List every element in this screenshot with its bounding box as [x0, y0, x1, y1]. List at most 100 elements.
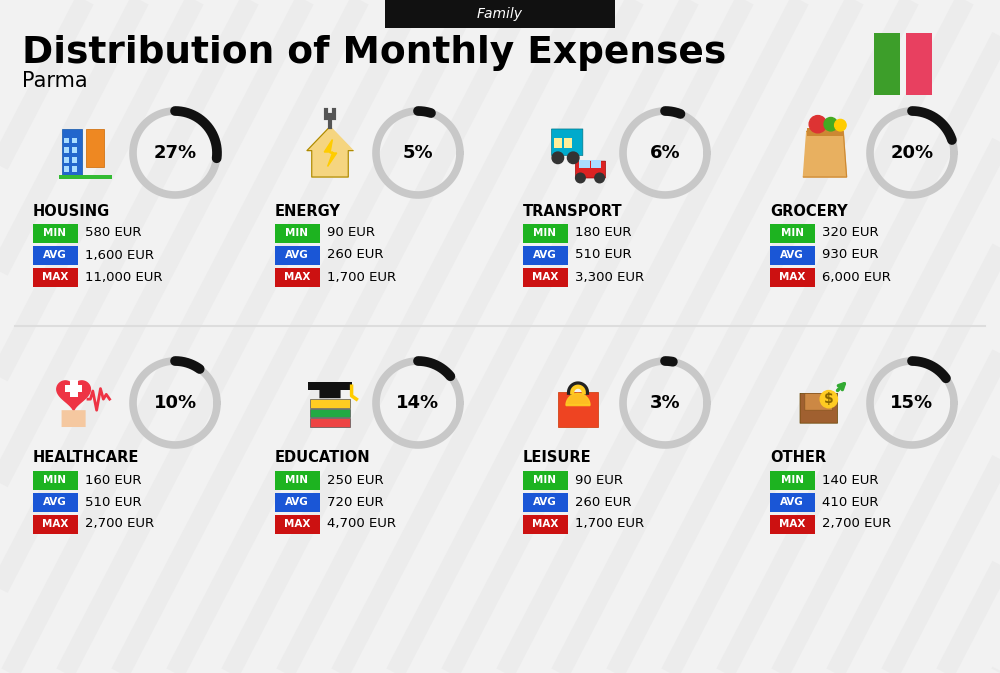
Text: 14%: 14%: [396, 394, 440, 412]
Text: 90 EUR: 90 EUR: [327, 227, 375, 240]
Circle shape: [824, 118, 837, 131]
Text: 510 EUR: 510 EUR: [575, 248, 632, 262]
Polygon shape: [566, 394, 590, 405]
Text: 6,000 EUR: 6,000 EUR: [822, 271, 891, 283]
FancyBboxPatch shape: [32, 267, 78, 287]
FancyBboxPatch shape: [62, 129, 82, 177]
Text: 320 EUR: 320 EUR: [822, 227, 879, 240]
Text: 510 EUR: 510 EUR: [85, 495, 142, 509]
Text: AVG: AVG: [285, 250, 309, 260]
FancyBboxPatch shape: [805, 394, 833, 411]
FancyBboxPatch shape: [70, 380, 78, 397]
Text: $: $: [824, 392, 834, 406]
FancyBboxPatch shape: [274, 514, 320, 534]
FancyBboxPatch shape: [310, 399, 350, 408]
Circle shape: [552, 152, 564, 164]
FancyBboxPatch shape: [906, 33, 932, 95]
Text: 180 EUR: 180 EUR: [575, 227, 632, 240]
FancyBboxPatch shape: [319, 388, 341, 398]
Text: 1,600 EUR: 1,600 EUR: [85, 248, 154, 262]
Text: AVG: AVG: [43, 497, 67, 507]
Text: MAX: MAX: [284, 519, 310, 529]
Text: 1,700 EUR: 1,700 EUR: [327, 271, 396, 283]
Text: OTHER: OTHER: [770, 450, 826, 466]
FancyBboxPatch shape: [72, 138, 77, 143]
Circle shape: [835, 119, 846, 131]
FancyBboxPatch shape: [308, 382, 352, 390]
FancyBboxPatch shape: [72, 166, 77, 172]
FancyBboxPatch shape: [62, 410, 86, 427]
Text: AVG: AVG: [780, 250, 804, 260]
Circle shape: [809, 116, 826, 133]
Circle shape: [595, 173, 604, 183]
Text: 140 EUR: 140 EUR: [822, 474, 879, 487]
FancyBboxPatch shape: [274, 470, 320, 489]
FancyBboxPatch shape: [522, 514, 568, 534]
Text: MIN: MIN: [44, 475, 66, 485]
FancyBboxPatch shape: [32, 246, 78, 264]
FancyBboxPatch shape: [591, 160, 601, 168]
Text: 160 EUR: 160 EUR: [85, 474, 142, 487]
Text: GROCERY: GROCERY: [770, 203, 848, 219]
Text: HOUSING: HOUSING: [33, 203, 110, 219]
Circle shape: [576, 173, 585, 183]
FancyBboxPatch shape: [558, 392, 598, 427]
FancyBboxPatch shape: [64, 138, 69, 143]
FancyBboxPatch shape: [554, 138, 562, 148]
FancyBboxPatch shape: [86, 129, 104, 168]
FancyBboxPatch shape: [310, 419, 350, 427]
FancyBboxPatch shape: [72, 147, 77, 153]
Text: MAX: MAX: [532, 272, 558, 282]
Polygon shape: [307, 127, 353, 177]
Text: AVG: AVG: [533, 250, 557, 260]
FancyBboxPatch shape: [770, 514, 814, 534]
Text: 260 EUR: 260 EUR: [327, 248, 384, 262]
FancyBboxPatch shape: [579, 160, 590, 168]
FancyBboxPatch shape: [64, 147, 69, 153]
FancyBboxPatch shape: [65, 385, 82, 392]
Text: MIN: MIN: [780, 475, 804, 485]
Text: MIN: MIN: [286, 228, 308, 238]
Text: 2,700 EUR: 2,700 EUR: [822, 518, 891, 530]
Text: 4,700 EUR: 4,700 EUR: [327, 518, 396, 530]
FancyBboxPatch shape: [564, 138, 572, 148]
Text: MAX: MAX: [284, 272, 310, 282]
Polygon shape: [57, 381, 90, 411]
Text: AVG: AVG: [43, 250, 67, 260]
Text: 6%: 6%: [650, 144, 680, 162]
Text: 260 EUR: 260 EUR: [575, 495, 632, 509]
FancyBboxPatch shape: [522, 223, 568, 242]
FancyBboxPatch shape: [64, 157, 69, 163]
FancyBboxPatch shape: [807, 128, 843, 136]
Polygon shape: [324, 139, 337, 166]
Text: MIN: MIN: [780, 228, 804, 238]
FancyBboxPatch shape: [770, 493, 814, 511]
Text: Family: Family: [477, 7, 523, 21]
Text: MAX: MAX: [42, 519, 68, 529]
Text: AVG: AVG: [285, 497, 309, 507]
FancyBboxPatch shape: [32, 470, 78, 489]
Text: 11,000 EUR: 11,000 EUR: [85, 271, 162, 283]
FancyBboxPatch shape: [770, 223, 814, 242]
FancyBboxPatch shape: [522, 493, 568, 511]
Text: 5%: 5%: [403, 144, 433, 162]
FancyBboxPatch shape: [552, 129, 583, 155]
FancyBboxPatch shape: [770, 470, 814, 489]
FancyBboxPatch shape: [522, 470, 568, 489]
Text: 15%: 15%: [890, 394, 934, 412]
FancyBboxPatch shape: [32, 493, 78, 511]
Text: MAX: MAX: [779, 272, 805, 282]
Text: Distribution of Monthly Expenses: Distribution of Monthly Expenses: [22, 35, 726, 71]
Text: MIN: MIN: [44, 228, 66, 238]
Text: Parma: Parma: [22, 71, 88, 91]
Text: 2,700 EUR: 2,700 EUR: [85, 518, 154, 530]
Text: 930 EUR: 930 EUR: [822, 248, 879, 262]
Circle shape: [820, 390, 837, 408]
Text: MIN: MIN: [286, 475, 308, 485]
FancyBboxPatch shape: [385, 0, 615, 28]
Text: EDUCATION: EDUCATION: [275, 450, 371, 466]
Text: 250 EUR: 250 EUR: [327, 474, 384, 487]
Text: MAX: MAX: [532, 519, 558, 529]
Text: TRANSPORT: TRANSPORT: [523, 203, 623, 219]
Text: 580 EUR: 580 EUR: [85, 227, 142, 240]
